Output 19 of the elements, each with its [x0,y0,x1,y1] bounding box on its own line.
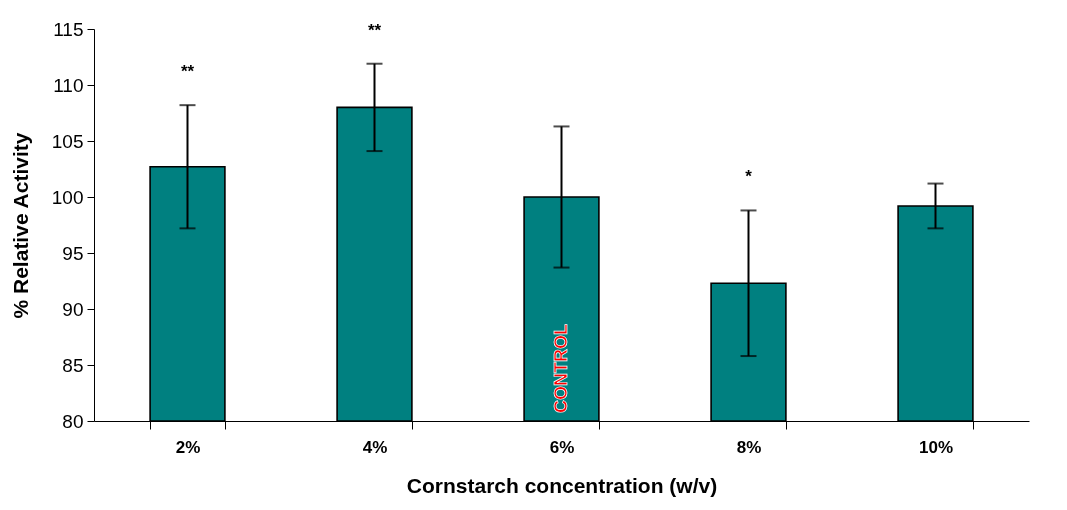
x-tick-label: 2% [175,437,201,457]
y-tick-label: 105 [51,130,84,152]
y-tick-label: 110 [53,74,84,96]
y-tick-label: 100 [51,186,84,208]
x-tick-label: 6% [549,437,575,457]
y-tick-label: 95 [62,242,84,264]
x-tick-label: 4% [362,437,388,457]
y-tick-label: 115 [53,18,84,40]
y-tick-label: 85 [62,354,84,376]
annotation: ** [180,62,195,82]
annotation: CONTROL [550,324,571,413]
x-tick-label: 10% [918,437,954,457]
y-tick-label: 90 [62,298,84,320]
y-tick-label: 80 [62,410,84,432]
annotation: ** [367,20,382,40]
annotation: * [745,167,753,187]
x-tick-label: 8% [736,437,762,457]
x-axis-title: Cornstarch concentration (w/v) [406,473,718,497]
y-axis-title: % Relative Activity [8,132,32,319]
